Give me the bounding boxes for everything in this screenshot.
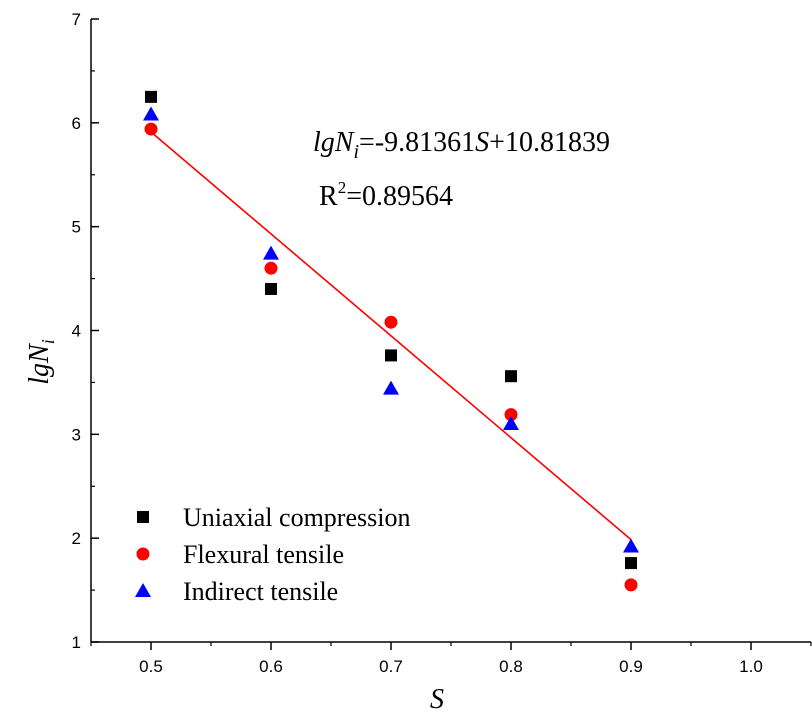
square-point (385, 349, 397, 362)
y-tick-label: 4 (72, 322, 81, 341)
legend-label: Indirect tensile (183, 577, 338, 606)
triangle-point (623, 538, 639, 553)
legend-circle-marker (136, 547, 150, 561)
x-tick-label: 0.8 (499, 657, 523, 676)
fit-equation: lgNi=-9.81361S+10.81839 (313, 127, 610, 163)
data-points (143, 90, 639, 592)
square-point (265, 282, 277, 295)
y-tick-label: 6 (72, 114, 81, 133)
x-tick-label: 0.6 (259, 657, 283, 676)
y-axis-label: lgNi (24, 339, 58, 384)
legend-label: Flexural tensile (183, 540, 344, 569)
triangle-point (143, 106, 159, 121)
triangle-point (503, 415, 519, 430)
circle-point (264, 261, 278, 275)
y-tick-label: 2 (72, 529, 81, 548)
fit-layer (150, 131, 632, 541)
x-axis-label: S (430, 684, 444, 715)
triangle-point (383, 380, 399, 395)
y-tick-label: 5 (72, 218, 81, 237)
circle-point (624, 578, 638, 592)
y-tick-label: 1 (72, 633, 81, 652)
r-squared: R2=0.89564 (319, 178, 453, 212)
legend-square-marker (137, 511, 149, 523)
triangle-point (263, 245, 279, 260)
square-point (145, 90, 157, 103)
legend-triangle-marker (135, 583, 151, 597)
y-tick-label: 7 (72, 10, 81, 29)
square-point (505, 370, 517, 383)
circle-point (144, 122, 158, 136)
x-tick-label: 0.5 (139, 657, 163, 676)
circle-point (384, 315, 398, 329)
y-tick-label: 3 (72, 425, 81, 444)
legend: Uniaxial compression Flexural tensile Indi… (135, 503, 410, 606)
axes: 1 2 3 4 5 6 7 0.5 0.6 0.7 0.8 0.9 1.0 (72, 10, 812, 676)
x-tick-label: 0.9 (619, 657, 643, 676)
circle-point (504, 408, 518, 422)
legend-label: Uniaxial compression (183, 503, 410, 532)
x-tick-label: 1.0 (739, 657, 763, 676)
square-point (625, 557, 637, 570)
x-tick-label: 0.7 (379, 657, 403, 676)
fit-line (150, 131, 632, 541)
y-axis-label-subscript: i (38, 339, 58, 344)
